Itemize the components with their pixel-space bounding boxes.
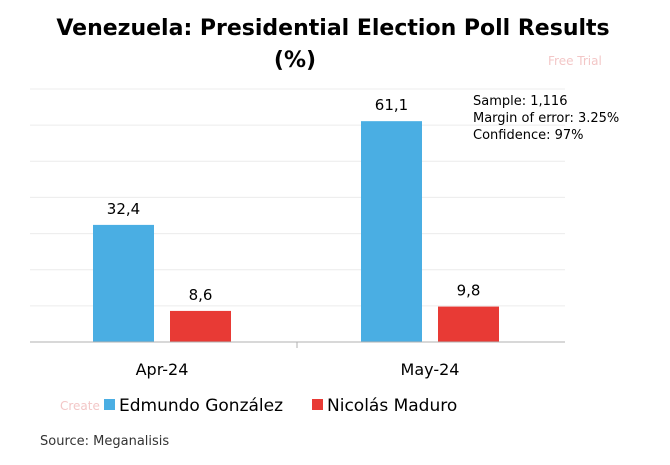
annotation-sample: Sample: 1,116	[473, 94, 567, 109]
legend-label-maduro: Nicolás Maduro	[327, 396, 457, 416]
bars: 32,4 8,6 61,1 9,8	[93, 96, 499, 342]
chart-title: Venezuela: Presidential Election Poll Re…	[56, 16, 609, 41]
bar-gonzalez-apr-24	[93, 224, 154, 342]
data-label-gonzalez-apr-24: 32,4	[107, 200, 140, 218]
watermark-free-trial: Free Trial	[548, 54, 602, 68]
x-tick-label-may-24: May-24	[401, 360, 460, 379]
bar-maduro-apr-24	[170, 310, 231, 342]
bar-maduro-may-24	[438, 306, 499, 342]
x-tick-label-apr-24: Apr-24	[136, 360, 189, 379]
legend-label-gonzalez: Edmundo González	[119, 396, 283, 416]
data-label-maduro-apr-24: 8,6	[189, 286, 213, 304]
annotation-margin-of-error: Margin of error: 3.25%	[473, 111, 619, 126]
legend-swatch-maduro	[312, 399, 323, 410]
data-label-maduro-may-24: 9,8	[457, 282, 481, 300]
chart-title-unit: (%)	[274, 48, 316, 73]
annotation-confidence: Confidence: 97%	[473, 128, 584, 143]
bar-gonzalez-may-24	[361, 121, 422, 342]
data-label-gonzalez-may-24: 61,1	[375, 96, 408, 114]
watermark-create: Create	[60, 399, 100, 413]
legend-swatch-gonzalez	[104, 399, 115, 410]
source-note: Source: Meganalisis	[40, 434, 169, 449]
